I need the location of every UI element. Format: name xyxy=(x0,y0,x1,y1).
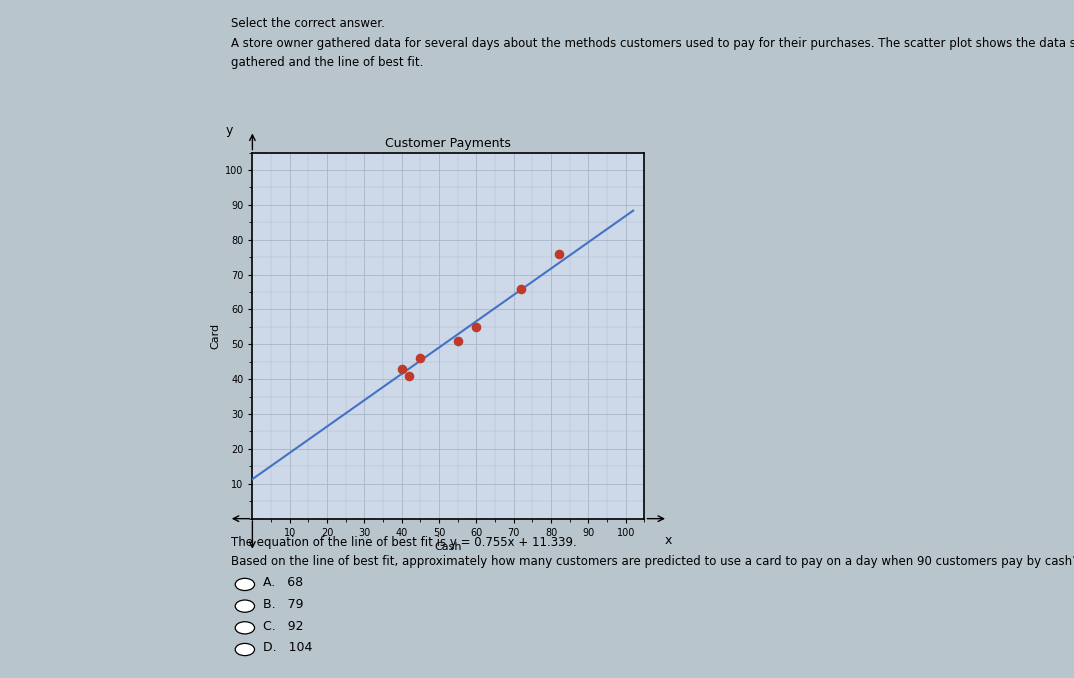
Text: x: x xyxy=(664,534,671,547)
Text: The equation of the line of best fit is y = 0.755x + 11.339.: The equation of the line of best fit is … xyxy=(231,536,577,549)
Text: A store owner gathered data for several days about the methods customers used to: A store owner gathered data for several … xyxy=(231,37,1074,50)
Y-axis label: Card: Card xyxy=(211,323,221,348)
Text: Select the correct answer.: Select the correct answer. xyxy=(231,17,384,30)
Point xyxy=(393,363,410,374)
Text: Based on the line of best fit, approximately how many customers are predicted to: Based on the line of best fit, approxima… xyxy=(231,555,1074,567)
X-axis label: Cash: Cash xyxy=(435,542,462,552)
Point xyxy=(468,321,485,332)
Point xyxy=(401,370,418,381)
Text: D.   104: D. 104 xyxy=(263,641,313,654)
Point xyxy=(512,283,529,294)
Title: Customer Payments: Customer Payments xyxy=(386,137,511,150)
Text: y: y xyxy=(226,124,233,137)
Point xyxy=(550,248,567,259)
Text: B.   79: B. 79 xyxy=(263,598,304,611)
Point xyxy=(449,336,466,346)
Point xyxy=(411,353,429,363)
Text: gathered and the line of best fit.: gathered and the line of best fit. xyxy=(231,56,423,68)
Text: A.   68: A. 68 xyxy=(263,576,303,589)
Text: C.   92: C. 92 xyxy=(263,620,304,633)
